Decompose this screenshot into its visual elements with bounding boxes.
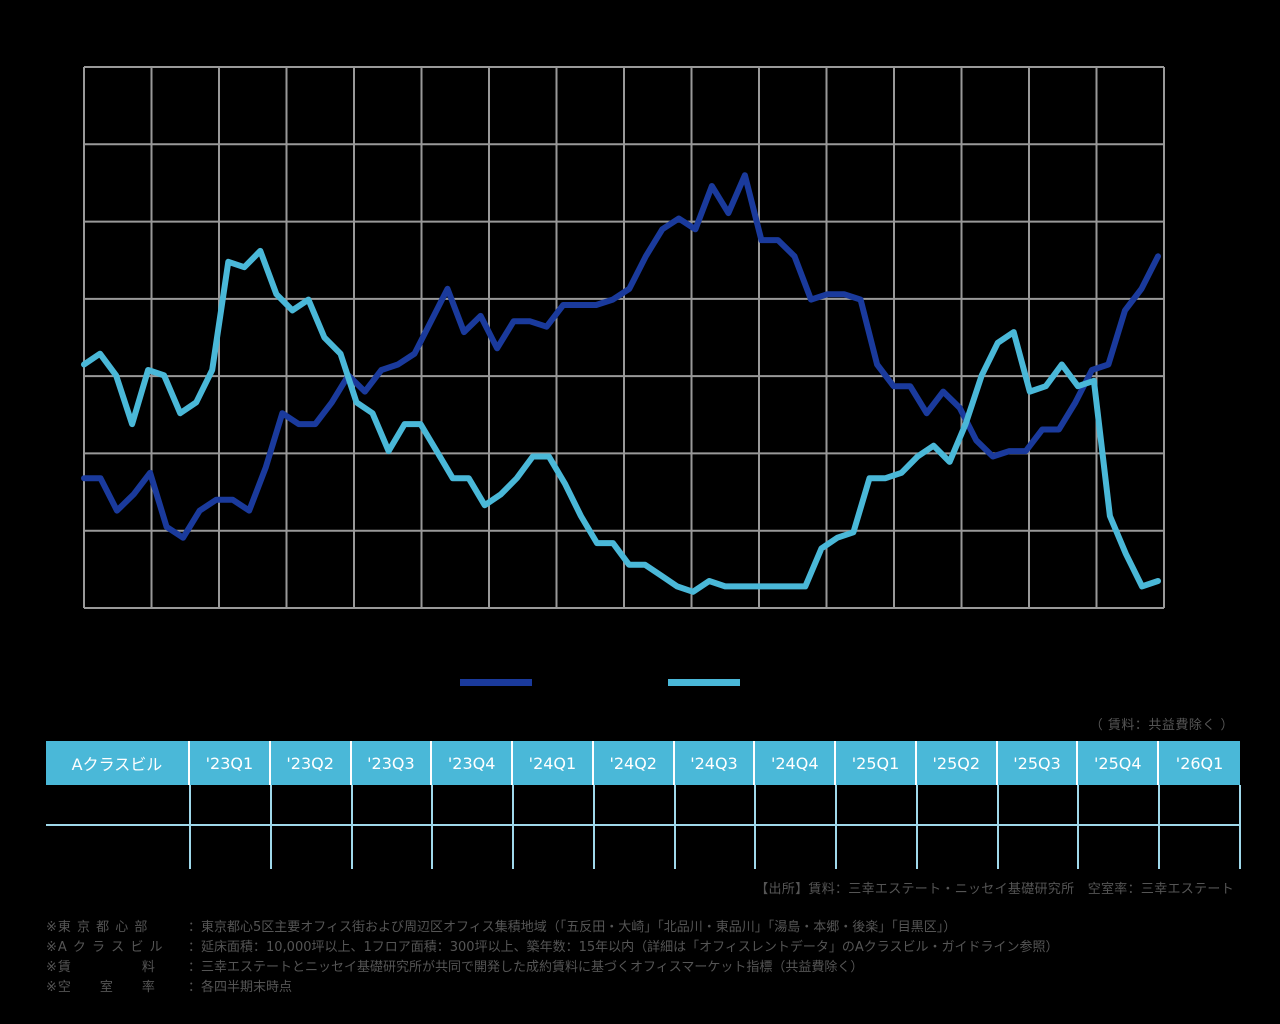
table-header-quarter: '24Q1 bbox=[513, 741, 594, 785]
table-column-divider bbox=[996, 785, 999, 869]
table-header-quarter: '23Q1 bbox=[190, 741, 271, 785]
table-header-quarter: '23Q3 bbox=[352, 741, 433, 785]
footnote-row: ※A ク ラ ス ビ ル ：延床面積：10,000坪以上、1フロア面積：300坪以… bbox=[46, 938, 1059, 958]
footnote-key: ※賃 料 bbox=[46, 960, 156, 975]
footnote-key: ※東 京 都 心 部 bbox=[46, 920, 149, 935]
footnote-row: ※空 室 率 ：各四半期末時点 bbox=[46, 978, 1059, 998]
table-column-divider bbox=[512, 785, 515, 869]
table-header-label: Aクラスビル bbox=[46, 741, 190, 785]
table-column-divider bbox=[1239, 785, 1241, 869]
footnotes: ※東 京 都 心 部 ：東京都心5区主要オフィス街および周辺区オフィス集積地域（「… bbox=[46, 918, 1059, 998]
table-column-divider bbox=[592, 785, 595, 869]
table-column-divider bbox=[269, 785, 272, 869]
footnote-value: ：東京都心5区主要オフィス街および周辺区オフィス集積地域（「五反田・大崎」「北品… bbox=[188, 920, 957, 935]
table-header-row: Aクラスビル '23Q1'23Q2'23Q3'23Q4'24Q1'24Q2'24… bbox=[46, 741, 1240, 785]
table-body bbox=[46, 785, 1241, 869]
table-column-divider bbox=[835, 785, 838, 869]
legend-swatch-vacancy bbox=[668, 679, 740, 686]
rent-basis-note: （ 賃料：共益費除く ） bbox=[1089, 718, 1234, 733]
quarter-table: Aクラスビル '23Q1'23Q2'23Q3'23Q4'24Q1'24Q2'24… bbox=[46, 741, 1241, 869]
footnote-value: ：延床面積：10,000坪以上、1フロア面積：300坪以上、築年数：15年以内（… bbox=[188, 940, 1059, 955]
table-header-quarter: '25Q4 bbox=[1078, 741, 1160, 785]
footnote-row: ※東 京 都 心 部 ：東京都心5区主要オフィス街および周辺区オフィス集積地域（「… bbox=[46, 918, 1059, 938]
table-header-quarter: '24Q2 bbox=[594, 741, 675, 785]
table-column-divider bbox=[915, 785, 918, 869]
table-header-quarter: '26Q1 bbox=[1175, 753, 1224, 773]
series-line-vacancy bbox=[81, 247, 1161, 595]
table-column-divider bbox=[189, 785, 191, 869]
table-header-quarter: '25Q2 bbox=[917, 741, 998, 785]
source-credit: 【出所】賃料：三幸エステート・ニッセイ基礎研究所 空室率：三幸エステート bbox=[755, 882, 1234, 897]
table-column-divider bbox=[431, 785, 434, 869]
table-header-quarter: '23Q4 bbox=[432, 741, 514, 785]
table-column-divider bbox=[754, 785, 757, 869]
footnote-value: ：三幸エステートとニッセイ基礎研究所が共同で開発した成約賃料に基づくオフィスマー… bbox=[188, 960, 864, 975]
table-header-quarter: '24Q4 bbox=[755, 741, 837, 785]
line-chart bbox=[81, 66, 1165, 609]
table-header-quarter: '25Q3 bbox=[998, 741, 1079, 785]
series-line-rent bbox=[81, 172, 1161, 541]
table-row-divider bbox=[46, 824, 1240, 826]
footnote-key: ※A ク ラ ス ビ ル bbox=[46, 940, 164, 955]
table-column-divider bbox=[1077, 785, 1080, 869]
table-column-divider bbox=[350, 785, 353, 869]
footnote-key: ※空 室 率 bbox=[46, 980, 156, 995]
table-column-divider bbox=[673, 785, 676, 869]
table-header-quarter: '25Q1 bbox=[836, 741, 917, 785]
table-header-quarter: '23Q2 bbox=[271, 741, 352, 785]
legend-swatch-rent bbox=[460, 679, 532, 686]
table-column-divider bbox=[1158, 785, 1161, 869]
footnote-row: ※賃 料 ：三幸エステートとニッセイ基礎研究所が共同で開発した成約賃料に基づくオフ… bbox=[46, 958, 1059, 978]
footnote-value: ：各四半期末時点 bbox=[188, 980, 293, 995]
table-header-quarter: '24Q3 bbox=[675, 741, 756, 785]
legend bbox=[0, 679, 1280, 691]
chart-series bbox=[81, 172, 1161, 595]
